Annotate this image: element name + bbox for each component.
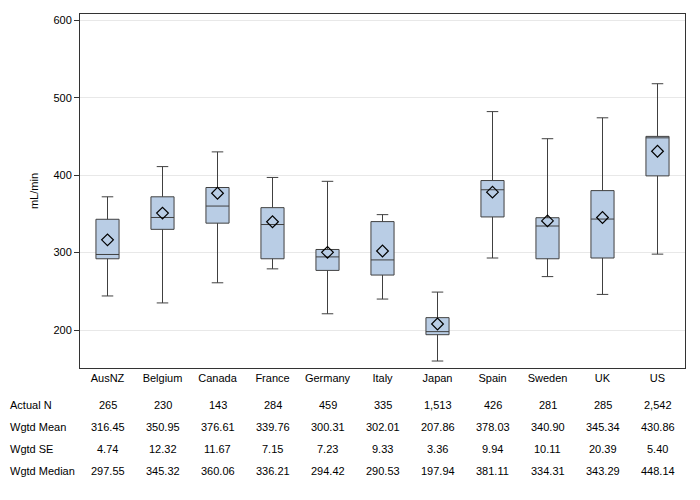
svg-text:340.90: 340.90: [531, 421, 565, 433]
svg-text:345.34: 345.34: [586, 421, 620, 433]
svg-text:AusNZ: AusNZ: [91, 372, 125, 384]
svg-text:Italy: Italy: [372, 372, 393, 384]
svg-text:600: 600: [53, 14, 71, 26]
svg-text:Canada: Canada: [198, 372, 237, 384]
svg-text:297.55: 297.55: [91, 465, 125, 477]
svg-text:448.14: 448.14: [641, 465, 675, 477]
svg-text:2,542: 2,542: [644, 399, 672, 411]
svg-text:302.01: 302.01: [366, 421, 400, 433]
svg-text:378.03: 378.03: [476, 421, 510, 433]
svg-text:360.06: 360.06: [201, 465, 235, 477]
svg-text:7.23: 7.23: [317, 443, 338, 455]
svg-text:Belgium: Belgium: [143, 372, 183, 384]
svg-text:1,513: 1,513: [424, 399, 452, 411]
svg-text:4.74: 4.74: [97, 443, 118, 455]
svg-text:Wgtd Median: Wgtd Median: [10, 465, 75, 477]
svg-text:426: 426: [484, 399, 502, 411]
svg-text:200: 200: [53, 324, 71, 336]
svg-text:334.31: 334.31: [531, 465, 565, 477]
svg-text:343.29: 343.29: [586, 465, 620, 477]
svg-text:Actual N: Actual N: [10, 399, 52, 411]
svg-text:316.45: 316.45: [91, 421, 125, 433]
svg-text:500: 500: [53, 92, 71, 104]
svg-text:Wgtd Mean: Wgtd Mean: [10, 421, 66, 433]
svg-text:143: 143: [209, 399, 227, 411]
svg-text:197.94: 197.94: [421, 465, 455, 477]
svg-text:11.67: 11.67: [204, 443, 231, 455]
svg-text:294.42: 294.42: [311, 465, 345, 477]
svg-text:290.53: 290.53: [366, 465, 400, 477]
svg-text:20.39: 20.39: [589, 443, 617, 455]
svg-text:335: 335: [374, 399, 392, 411]
svg-text:207.86: 207.86: [421, 421, 455, 433]
svg-text:345.32: 345.32: [146, 465, 180, 477]
svg-text:376.61: 376.61: [201, 421, 235, 433]
svg-text:10.11: 10.11: [534, 443, 561, 455]
svg-text:285: 285: [594, 399, 612, 411]
svg-text:339.76: 339.76: [256, 421, 290, 433]
svg-text:Wgtd SE: Wgtd SE: [10, 443, 53, 455]
svg-text:Spain: Spain: [478, 372, 506, 384]
svg-text:12.32: 12.32: [149, 443, 177, 455]
svg-text:265: 265: [99, 399, 117, 411]
svg-text:Japan: Japan: [423, 372, 453, 384]
svg-text:US: US: [650, 372, 665, 384]
svg-text:281: 281: [539, 399, 557, 411]
svg-text:9.94: 9.94: [482, 443, 503, 455]
svg-text:300: 300: [53, 246, 71, 258]
svg-text:5.40: 5.40: [647, 443, 668, 455]
svg-text:336.21: 336.21: [256, 465, 290, 477]
svg-text:400: 400: [53, 169, 71, 181]
svg-text:Sweden: Sweden: [528, 372, 568, 384]
svg-text:UK: UK: [595, 372, 611, 384]
svg-text:230: 230: [154, 399, 172, 411]
svg-text:7.15: 7.15: [262, 443, 283, 455]
svg-text:Germany: Germany: [305, 372, 351, 384]
svg-text:9.33: 9.33: [372, 443, 393, 455]
svg-text:284: 284: [264, 399, 282, 411]
svg-text:France: France: [255, 372, 289, 384]
svg-text:459: 459: [319, 399, 337, 411]
svg-text:300.31: 300.31: [311, 421, 345, 433]
svg-text:mL/min: mL/min: [28, 173, 40, 209]
svg-text:430.86: 430.86: [641, 421, 675, 433]
svg-text:381.11: 381.11: [476, 465, 509, 477]
svg-text:3.36: 3.36: [427, 443, 448, 455]
svg-text:350.95: 350.95: [146, 421, 180, 433]
